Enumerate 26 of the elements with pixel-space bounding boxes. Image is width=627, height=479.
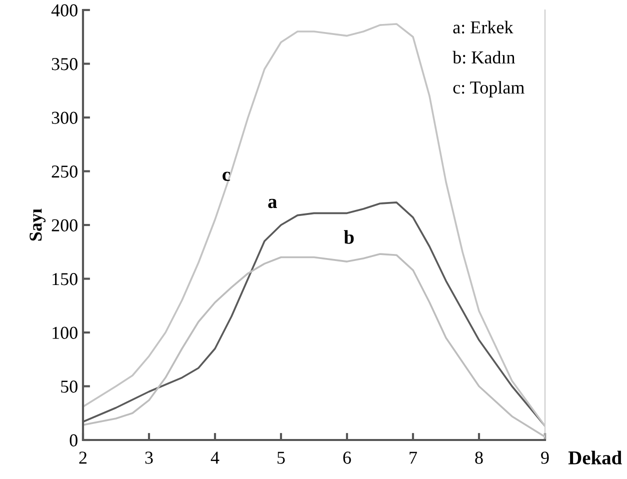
x-tick-label: 8 [475,452,483,464]
y-tick-label: 200 [52,219,78,232]
y-tick-label: 50 [61,380,78,393]
y-tick-label: 0 [70,434,78,446]
y-tick-label: 300 [52,112,78,124]
y-tick-label: 100 [52,326,78,339]
x-tick-label: 9 [541,452,549,464]
x-axis-title: Dekad [568,450,622,464]
y-axis-title: Sayı [30,208,46,241]
x-tick-label: 4 [210,452,220,464]
y-tick-label: 150 [52,273,78,286]
x-tick-label: 5 [278,452,285,464]
annotation: a: Erkek [453,20,514,34]
y-tick-label: 400 [51,4,78,16]
x-tick-label: 2 [79,452,87,464]
series-label: b [344,230,354,244]
x-tick-label: 7 [410,452,417,464]
annotation: b: Kadın [452,50,516,64]
y-tick-label: 250 [52,166,78,178]
y-tick-label: 350 [52,58,78,70]
series-label: a [268,198,277,208]
series-label: c [222,172,230,182]
x-tick-label: 6 [343,452,351,464]
x-tick-label: 3 [145,452,153,464]
line-series [83,253,545,438]
annotation: c: Toplam [453,80,524,98]
